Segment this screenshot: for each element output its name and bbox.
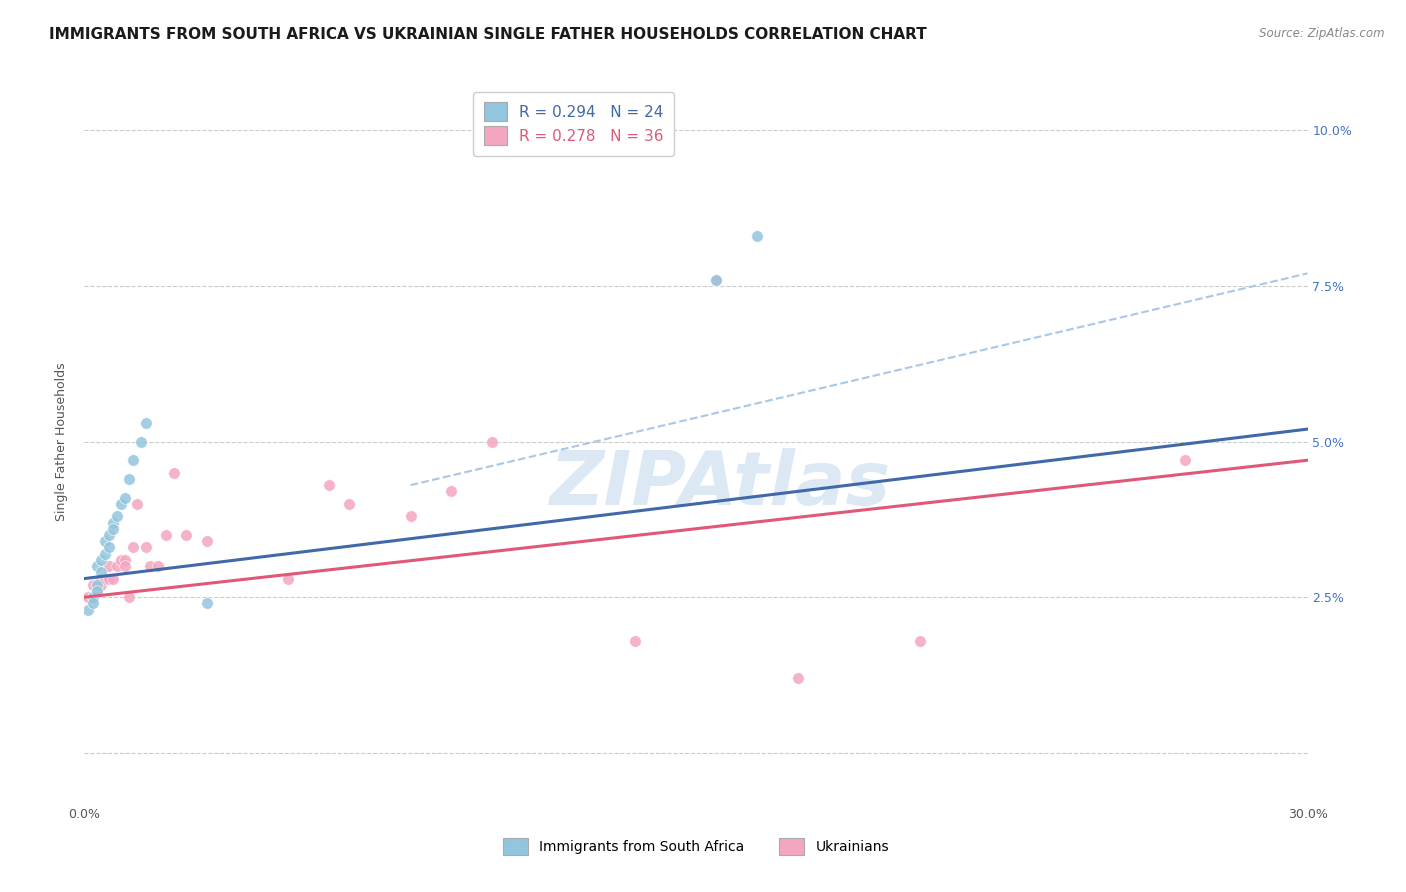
Point [97,528,120,542]
Point [93,534,115,549]
Text: ZIPAtlas: ZIPAtlas [550,449,891,522]
Point [131,434,153,449]
Point [110,497,132,511]
Legend: Immigrants from South Africa, Ukrainians: Immigrants from South Africa, Ukrainians [498,833,894,861]
Point [82,591,104,605]
Point [122,453,145,467]
Point [135,541,157,555]
Point [90,572,112,586]
Point [105,559,128,574]
Point [114,559,136,574]
Y-axis label: Single Father Households: Single Father Households [55,362,69,521]
Point [82,591,104,605]
Point [101,572,124,586]
Point [910,633,932,648]
Point [146,559,169,574]
Point [90,578,112,592]
Point [135,416,157,430]
Text: Source: ZipAtlas.com: Source: ZipAtlas.com [1260,27,1385,40]
Point [481,434,503,449]
Point [101,516,124,530]
Point [122,541,145,555]
Point [97,541,120,555]
Point [114,491,136,505]
Point [747,229,769,244]
Point [82,597,104,611]
Point [86,584,108,599]
Point [624,633,647,648]
Point [787,671,810,685]
Point [195,534,218,549]
Point [195,597,218,611]
Point [90,553,112,567]
Point [174,528,197,542]
Point [86,578,108,592]
Point [318,478,340,492]
Point [339,497,361,511]
Point [97,572,120,586]
Point [277,572,299,586]
Point [127,497,149,511]
Point [86,584,108,599]
Point [155,528,177,542]
Point [118,591,141,605]
Point [82,578,104,592]
Point [105,509,128,524]
Point [114,553,136,567]
Point [93,572,115,586]
Point [93,547,115,561]
Point [118,472,141,486]
Point [706,272,728,286]
Point [1174,453,1197,467]
Point [110,553,132,567]
Point [138,559,160,574]
Point [97,559,120,574]
Point [399,509,422,524]
Point [101,522,124,536]
Point [77,591,100,605]
Point [86,559,108,574]
Point [163,466,186,480]
Point [706,272,728,286]
Point [77,603,100,617]
Point [86,578,108,592]
Point [440,484,463,499]
Point [90,566,112,580]
Text: IMMIGRANTS FROM SOUTH AFRICA VS UKRAINIAN SINGLE FATHER HOUSEHOLDS CORRELATION C: IMMIGRANTS FROM SOUTH AFRICA VS UKRAINIA… [49,27,927,42]
